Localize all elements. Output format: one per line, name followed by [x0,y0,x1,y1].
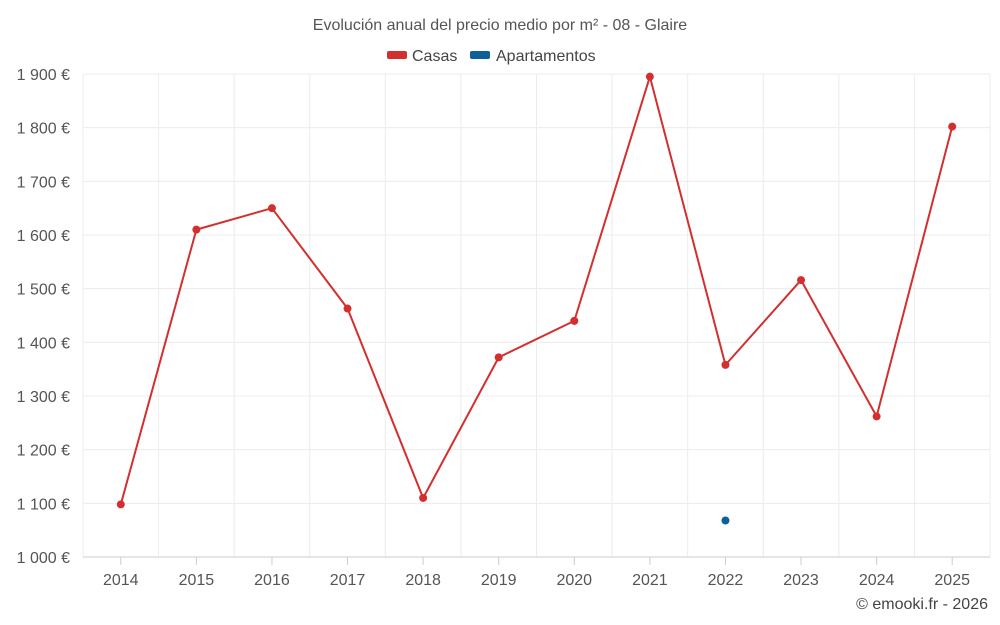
x-tick-label: 2024 [859,572,895,589]
data-point-casas-2023[interactable] [797,276,806,285]
y-tick-label: 1 300 € [17,389,70,406]
x-axis: 2014 2015 2016 2017 2018 2019 2020 2021 2022 2023… [83,556,990,589]
series-casas [116,72,957,509]
data-point-casas-2017[interactable] [343,304,352,313]
legend-label-casas[interactable]: Casas [412,48,457,65]
y-tick-label: 1 400 € [17,335,70,352]
data-point-casas-2025[interactable] [948,122,957,131]
y-tick-label: 1 000 € [17,550,70,567]
data-point-casas-2016[interactable] [267,204,276,213]
x-tick-label: 2018 [405,572,441,589]
data-point-apartamentos-2022[interactable] [721,516,730,525]
series-layer [116,72,957,525]
x-tick-label: 2020 [556,572,592,589]
data-point-casas-2015[interactable] [192,225,201,234]
x-tick-label: 2019 [481,572,517,589]
data-point-casas-2014[interactable] [116,500,125,509]
data-point-casas-2019[interactable] [494,353,503,362]
x-tick-label: 2017 [330,572,366,589]
x-tick-label: 2022 [708,572,744,589]
legend: Casas Apartamentos [387,48,596,65]
x-tick-label: 2016 [254,572,290,589]
y-tick-label: 1 500 € [17,282,70,299]
series-apartamentos [721,516,730,525]
x-tick-label: 2025 [934,572,970,589]
data-point-casas-2022[interactable] [721,360,730,369]
y-tick-label: 1 800 € [17,121,70,138]
data-point-casas-2024[interactable] [872,412,881,421]
x-tick-label: 2014 [103,572,139,589]
x-tick-label: 2023 [783,572,819,589]
y-tick-label: 1 900 € [17,67,70,84]
credit-text: © emooki.fr - 2026 [856,596,988,613]
series-line-casas [119,75,954,505]
chart-title: Evolución anual del precio medio por m² … [313,17,688,34]
grid [82,73,991,557]
legend-swatch-apartamentos[interactable] [470,51,490,59]
x-tick-label: 2015 [179,572,215,589]
legend-swatch-casas[interactable] [387,51,407,59]
legend-label-apartamentos[interactable]: Apartamentos [496,48,596,65]
data-point-casas-2020[interactable] [570,316,579,325]
y-tick-label: 1 200 € [17,443,70,460]
x-tick-label: 2021 [632,572,668,589]
y-tick-label: 1 700 € [17,174,70,191]
data-point-casas-2018[interactable] [419,493,428,502]
y-tick-label: 1 600 € [17,228,70,245]
y-axis: 1 000 € 1 100 € 1 200 € 1 300 € 1 400 € 1 500… [17,67,70,567]
data-point-casas-2021[interactable] [645,72,654,81]
y-tick-label: 1 100 € [17,496,70,513]
